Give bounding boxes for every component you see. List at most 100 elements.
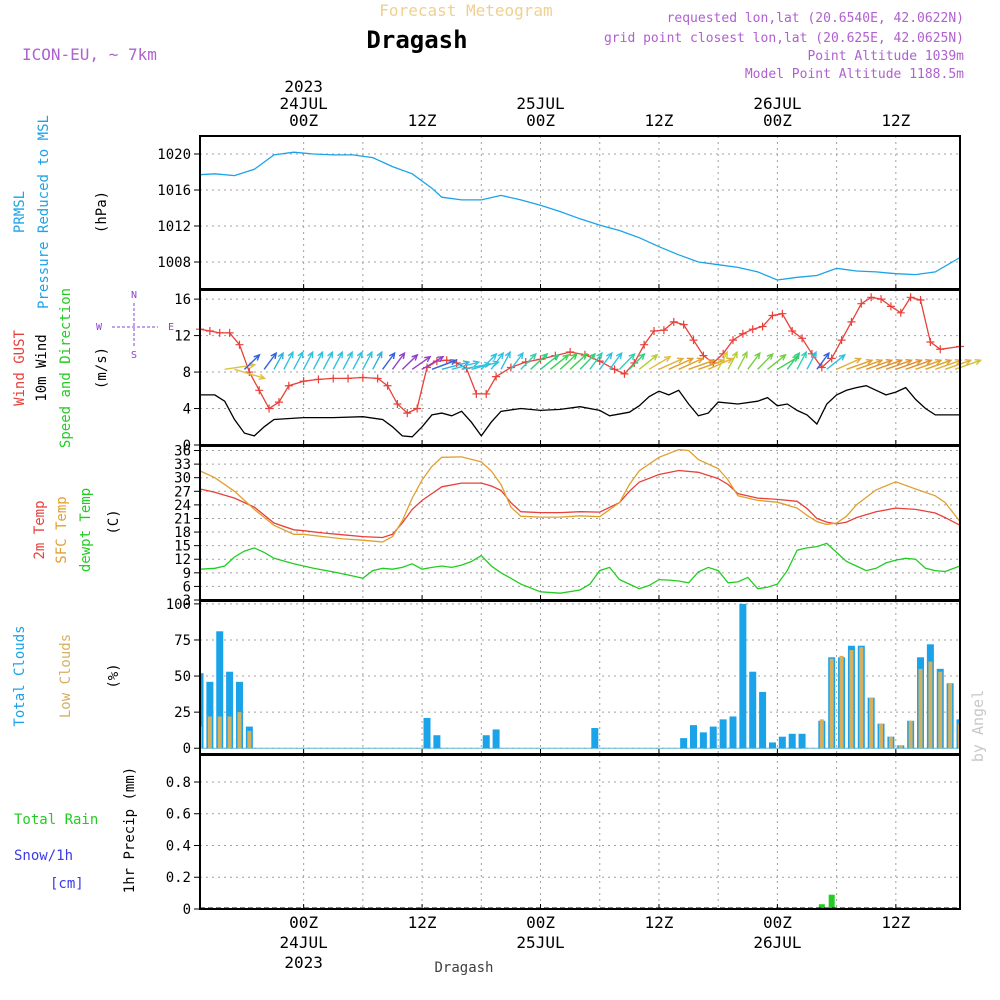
y-tick-label: 6 xyxy=(183,579,191,595)
y-tick-label: 16 xyxy=(174,292,191,308)
date-label-top: 24JUL xyxy=(280,94,328,113)
low-cloud-bar xyxy=(237,712,242,749)
footer-station: Dragash xyxy=(434,960,493,976)
wind-direction-arrow xyxy=(688,358,716,370)
compass-east: E xyxy=(168,322,174,333)
gust-label: Wind GUST xyxy=(12,330,28,406)
y-tick-label: 8 xyxy=(183,365,191,381)
low-cloud-bar xyxy=(928,661,933,749)
gust-marker xyxy=(679,320,688,329)
frame-layer xyxy=(199,135,961,910)
wind-direction-arrow xyxy=(234,368,267,380)
date-label-top: 26JUL xyxy=(753,94,801,113)
low-cloud-bar xyxy=(829,658,834,749)
wind-direction-arrow xyxy=(411,355,432,370)
low-cloud-bar xyxy=(898,745,903,749)
gust-marker xyxy=(877,295,886,304)
total-cloud-bar xyxy=(690,725,698,749)
tsfc-line xyxy=(199,448,961,543)
wind-direction-arrow xyxy=(401,353,419,370)
total-cloud-bar xyxy=(226,671,234,749)
rain-bar xyxy=(818,904,825,909)
wind-direction-arrow xyxy=(391,351,406,370)
gust-marker xyxy=(506,363,515,372)
low-cloud-bar xyxy=(839,655,844,749)
wind-direction-arrow xyxy=(520,352,537,370)
watermark: by Angel xyxy=(969,690,987,762)
time-tick-label-bottom: 12Z xyxy=(881,913,910,932)
gust-marker xyxy=(299,377,308,386)
wind-direction-arrow xyxy=(658,357,685,370)
gust-marker xyxy=(393,399,402,408)
y-tick-label: 0 xyxy=(183,902,191,918)
gust-marker xyxy=(358,373,367,382)
wind-label: 10m Wind xyxy=(34,334,50,401)
compass-south: S xyxy=(131,350,137,361)
time-tick-label-bottom: 00Z xyxy=(763,913,792,932)
y-tick-label: 9 xyxy=(183,566,191,582)
time-tick-label-bottom: 00Z xyxy=(289,913,318,932)
low-cloud-bar xyxy=(849,650,854,749)
gust-marker xyxy=(403,409,412,418)
wind-direction-arrow xyxy=(875,358,904,370)
y-tick-label: 100 xyxy=(166,597,191,613)
wind-direction-arrow xyxy=(490,351,505,370)
wind-direction-arrow xyxy=(579,352,597,370)
panel-frame xyxy=(199,135,961,290)
y-tick-label: 12 xyxy=(174,552,191,568)
requested-coords: requested lon,lat (20.6540E, 42.0622N) xyxy=(667,11,964,26)
pressure-label-2: Pressure Reduced to MSL xyxy=(36,115,52,309)
pressure-label-1: PRMSL xyxy=(12,191,28,233)
total-cloud-bar xyxy=(778,736,786,749)
panel-frame xyxy=(199,754,961,910)
total-clouds-label: Total Clouds xyxy=(12,625,28,726)
y-tick-label: 3 xyxy=(183,593,191,609)
gust-marker xyxy=(916,296,925,305)
y-tick-label: 1012 xyxy=(157,219,191,235)
total-cloud-bar xyxy=(699,732,707,749)
gust-marker xyxy=(482,389,491,398)
low-cloud-bar xyxy=(918,668,923,749)
gust-marker xyxy=(738,329,747,338)
snow-unit-label: [cm] xyxy=(50,876,84,892)
wind-direction-arrow xyxy=(856,358,884,370)
gust-marker xyxy=(284,381,293,390)
gust-marker xyxy=(847,317,856,326)
y-tick-label: 0 xyxy=(183,741,191,757)
wind-direction-arrow xyxy=(826,353,847,370)
snow-label: Snow/1h xyxy=(14,848,73,864)
gust-marker xyxy=(235,340,244,349)
direction-label: Speed and Direction xyxy=(58,288,74,448)
total-cloud-bar xyxy=(492,729,500,749)
gust-marker xyxy=(205,327,214,336)
total-cloud-bar xyxy=(788,733,796,749)
gust-marker xyxy=(936,345,945,354)
total-cloud-bar xyxy=(216,631,224,749)
gust-marker xyxy=(926,337,935,346)
total-cloud-bar xyxy=(729,716,737,749)
station-title: Dragash xyxy=(366,26,467,54)
total-cloud-bar xyxy=(709,726,717,749)
wind-unit: (m/s) xyxy=(94,347,110,389)
year-label-top: 2023 xyxy=(284,77,323,96)
total-cloud-bar xyxy=(433,735,441,749)
y-tick-label: 0.6 xyxy=(166,807,191,823)
time-tick-label-top: 00Z xyxy=(763,111,792,130)
wind-direction-arrow xyxy=(618,352,636,370)
wind-direction-arrow xyxy=(678,357,705,370)
compass-rose: N S W E xyxy=(96,290,174,361)
wind-direction-arrow xyxy=(727,350,738,370)
low-cloud-bar xyxy=(217,716,222,749)
gust-marker xyxy=(669,317,678,326)
wind-direction-arrow xyxy=(303,350,314,370)
gust-marker xyxy=(255,386,264,395)
t2m-label: 2m Temp xyxy=(32,500,48,559)
wind-direction-arrow xyxy=(569,352,588,370)
wind-direction-arrow xyxy=(431,359,458,370)
wind-direction-arrow xyxy=(628,352,646,370)
y-tick-label: 15 xyxy=(174,539,191,555)
time-tick-label-bottom: 00Z xyxy=(526,913,555,932)
wind-direction-arrow xyxy=(332,350,343,370)
wind-gust-line xyxy=(199,296,961,414)
